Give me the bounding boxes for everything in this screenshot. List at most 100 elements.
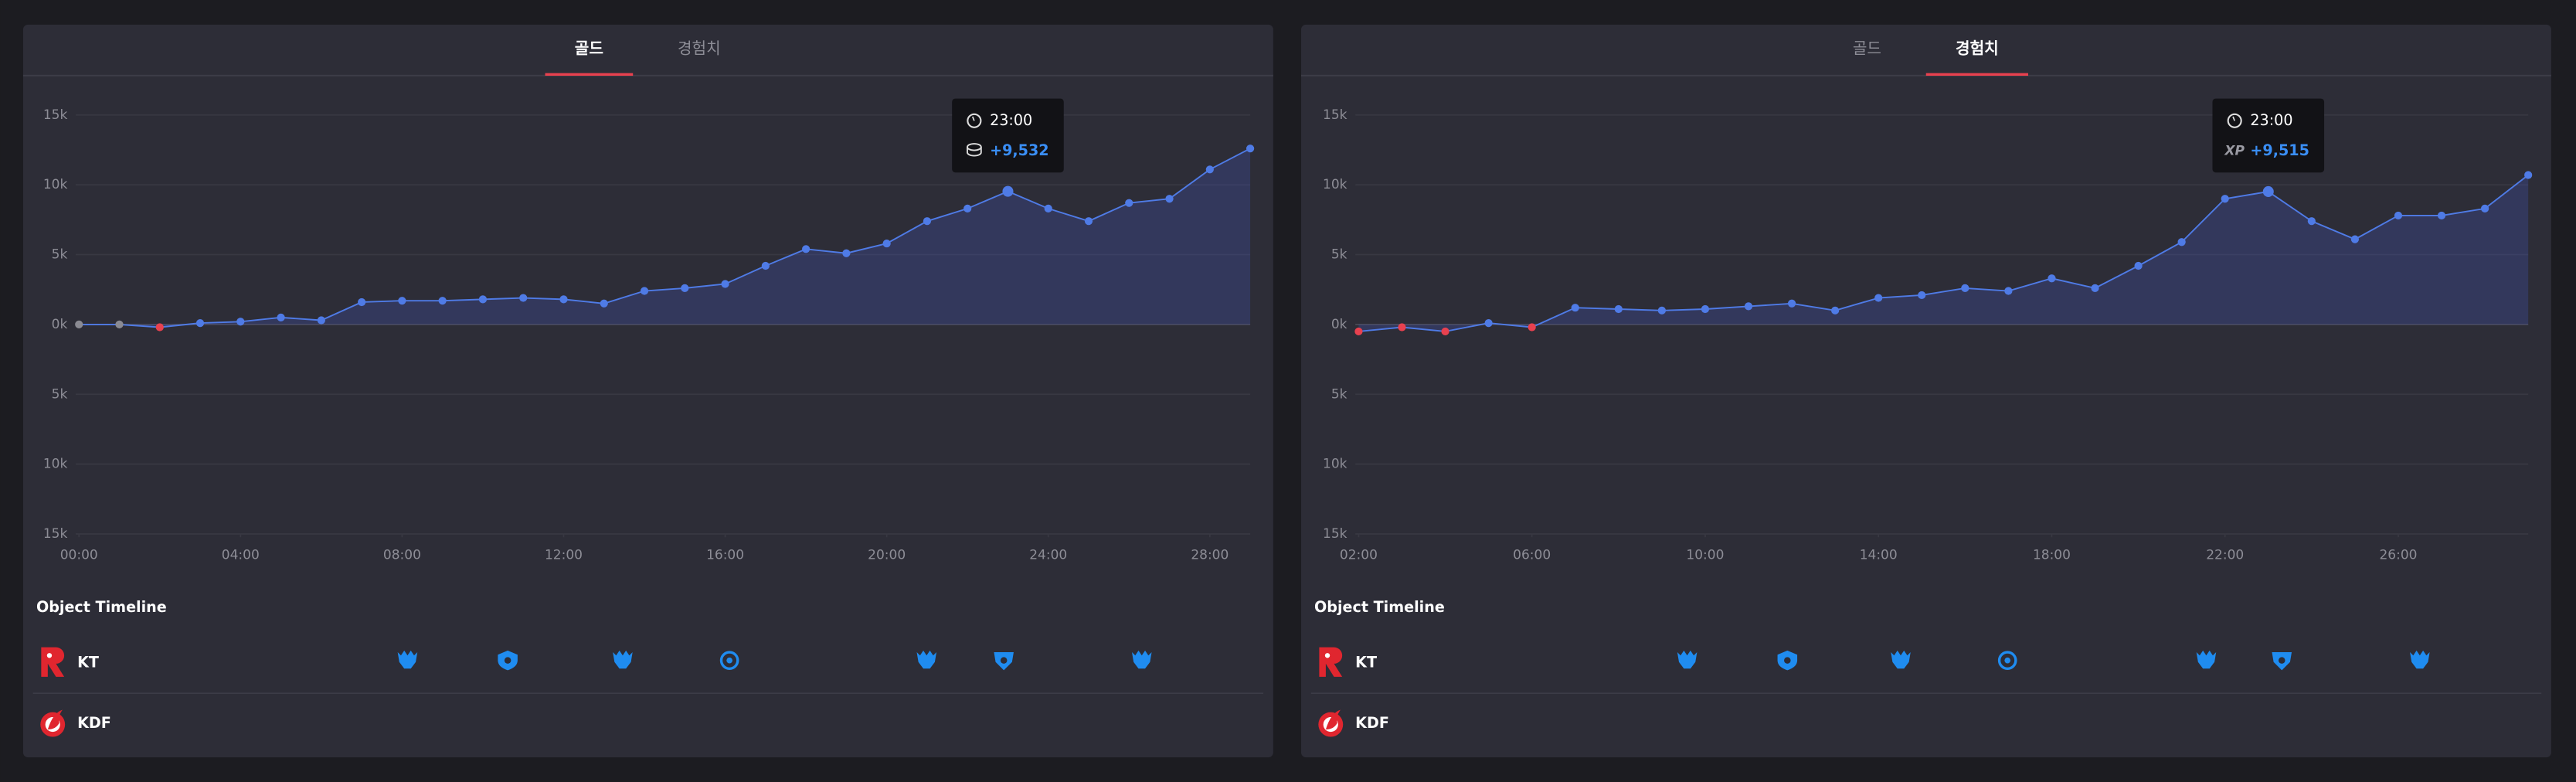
point[interactable] [236,318,245,326]
objective-icon[interactable] [719,651,739,671]
point[interactable] [721,280,729,288]
point[interactable] [317,316,325,325]
point[interactable] [842,249,851,257]
point[interactable] [438,297,447,305]
point[interactable] [2177,238,2186,246]
point[interactable] [115,320,124,328]
x-tick-label: 12:00 [545,548,583,563]
point[interactable] [1528,323,1536,332]
point[interactable] [1874,294,1883,302]
point[interactable] [2134,261,2143,270]
point[interactable] [600,299,608,308]
objective-icon[interactable] [1891,650,1911,669]
point[interactable] [1831,306,1840,314]
point[interactable] [1398,323,1406,332]
dragon-icon [397,650,418,669]
objective-icon[interactable] [1997,651,2017,671]
y-tick-label: 15k [43,526,68,542]
point[interactable] [1787,299,1796,308]
baron-eye [2279,657,2285,664]
point[interactable] [398,297,406,305]
y-tick-label: 10k [43,177,68,192]
point[interactable] [358,298,366,307]
point[interactable] [1205,165,1214,174]
point[interactable] [155,323,164,332]
point[interactable] [963,204,972,213]
objective-icon[interactable] [613,650,633,669]
area [1358,175,2529,332]
objective-icon[interactable] [1132,650,1152,669]
team-name: KT [1355,653,1377,671]
grub-core [2004,657,2011,664]
dragon-icon [613,650,633,669]
point[interactable] [1744,302,1753,311]
point[interactable] [1125,199,1133,207]
point[interactable] [882,239,891,248]
objective-icon[interactable] [498,650,518,671]
tab[interactable]: 경험치 [678,39,721,57]
tab-underline [545,73,634,76]
point[interactable] [2481,204,2489,213]
kt-logo [1319,647,1343,677]
point[interactable] [1084,217,1093,226]
timeline-title: Object Timeline [1314,598,1445,616]
tab[interactable]: 골드 [575,39,603,57]
point[interactable] [1165,195,1174,203]
y-tick-label: 10k [1323,177,1347,192]
point[interactable] [1571,304,1579,312]
objective-icon[interactable] [994,652,1014,671]
point[interactable] [681,284,689,293]
x-tick-label: 08:00 [383,548,421,563]
point[interactable] [1246,144,1255,153]
point[interactable] [1918,291,1926,300]
point[interactable] [640,287,649,295]
objective-icon[interactable] [397,650,418,669]
point[interactable] [761,261,770,270]
point[interactable] [195,318,205,328]
point[interactable] [2524,171,2533,179]
objective-icon[interactable] [916,650,937,669]
tab[interactable]: 경험치 [1956,39,1999,57]
point[interactable] [1441,327,1449,336]
point[interactable] [2350,235,2360,243]
point[interactable] [2262,185,2274,197]
point[interactable] [1961,284,1969,293]
point[interactable] [1484,318,1493,328]
point[interactable] [1354,327,1363,336]
point[interactable] [923,217,932,226]
point[interactable] [2091,284,2099,293]
tab[interactable]: 골드 [1853,39,1881,57]
point[interactable] [2437,211,2446,220]
point[interactable] [2307,217,2316,226]
kt-logo [41,647,65,677]
point[interactable] [1002,185,1014,197]
point[interactable] [519,294,528,302]
objective-icon[interactable] [1777,650,1798,671]
objective-icon[interactable] [2410,650,2430,669]
point[interactable] [1701,304,1710,314]
stopwatch-hand [971,116,975,121]
point[interactable] [1044,204,1052,213]
point[interactable] [478,295,488,304]
objective-icon[interactable] [2272,652,2292,671]
grub-icon [719,651,739,671]
area [79,148,1251,328]
herald-eye [504,657,511,664]
objective-icon[interactable] [2196,650,2217,669]
kdf-logo-flame [47,709,63,729]
point[interactable] [2221,195,2229,203]
x-tick-label: 00:00 [60,548,98,563]
objective-icon[interactable] [1677,650,1698,669]
point[interactable] [2004,287,2013,295]
point[interactable] [277,313,285,321]
point[interactable] [1614,304,1623,314]
point[interactable] [1657,306,1666,314]
x-tick-label: 16:00 [706,548,744,563]
tab-underline [1925,73,2029,76]
y-tick-label: 15k [1323,107,1347,123]
point[interactable] [2394,211,2403,220]
point[interactable] [802,245,811,253]
point[interactable] [2048,274,2056,283]
point[interactable] [559,295,568,304]
point[interactable] [75,320,83,328]
